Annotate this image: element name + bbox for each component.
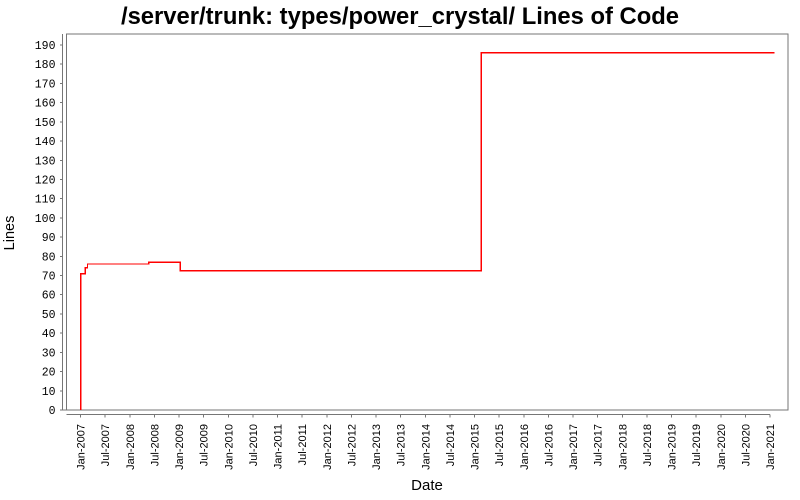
svg-text:80: 80 [42, 251, 56, 264]
svg-text:Jul-2019: Jul-2019 [691, 424, 703, 466]
svg-text:Jan-2008: Jan-2008 [125, 424, 137, 470]
svg-text:Jul-2018: Jul-2018 [642, 424, 654, 466]
svg-text:70: 70 [42, 271, 56, 284]
svg-text:110: 110 [35, 194, 56, 207]
svg-text:Jul-2015: Jul-2015 [494, 424, 506, 466]
svg-text:Jan-2016: Jan-2016 [519, 424, 531, 470]
svg-text:Jan-2017: Jan-2017 [568, 424, 580, 470]
svg-text:Lines: Lines [2, 216, 18, 251]
svg-text:10: 10 [42, 386, 56, 399]
svg-text:Jul-2014: Jul-2014 [445, 424, 457, 466]
svg-text:0: 0 [49, 405, 56, 418]
svg-text:30: 30 [42, 347, 56, 360]
svg-text:Jan-2009: Jan-2009 [174, 424, 186, 470]
svg-text:Jul-2009: Jul-2009 [199, 424, 211, 466]
svg-text:20: 20 [42, 367, 56, 380]
svg-text:Jul-2016: Jul-2016 [543, 424, 555, 466]
svg-text:60: 60 [42, 290, 56, 303]
svg-text:Jul-2012: Jul-2012 [346, 424, 358, 466]
svg-text:Jul-2011: Jul-2011 [297, 424, 309, 465]
svg-text:/server/trunk: types/power_cry: /server/trunk: types/power_crystal/ Line… [121, 3, 679, 30]
svg-text:Jan-2020: Jan-2020 [716, 424, 728, 470]
svg-text:140: 140 [35, 136, 56, 149]
svg-text:Jan-2019: Jan-2019 [667, 424, 679, 470]
svg-text:Jan-2011: Jan-2011 [273, 424, 285, 469]
svg-text:150: 150 [35, 117, 56, 130]
svg-text:Jan-2015: Jan-2015 [470, 424, 482, 470]
svg-text:Jul-2020: Jul-2020 [740, 424, 752, 466]
svg-text:Jul-2010: Jul-2010 [248, 424, 260, 466]
svg-text:Jul-2007: Jul-2007 [100, 424, 112, 466]
svg-text:40: 40 [42, 328, 56, 341]
svg-text:50: 50 [42, 309, 56, 322]
svg-text:Jul-2008: Jul-2008 [149, 424, 161, 466]
svg-text:90: 90 [42, 232, 56, 245]
svg-text:190: 190 [35, 40, 56, 53]
svg-text:Jan-2007: Jan-2007 [76, 424, 88, 470]
svg-text:Jan-2021: Jan-2021 [765, 424, 777, 470]
svg-text:Jan-2018: Jan-2018 [617, 424, 629, 470]
svg-text:Jan-2012: Jan-2012 [322, 424, 334, 470]
svg-text:Jul-2013: Jul-2013 [396, 424, 408, 466]
svg-text:170: 170 [35, 78, 56, 91]
svg-text:Jul-2017: Jul-2017 [593, 424, 605, 466]
svg-text:100: 100 [35, 213, 56, 226]
svg-text:Date: Date [411, 477, 443, 494]
svg-text:Jan-2014: Jan-2014 [420, 424, 432, 470]
svg-text:180: 180 [35, 59, 56, 72]
svg-text:130: 130 [35, 155, 56, 168]
svg-text:120: 120 [35, 174, 56, 187]
svg-text:Jan-2010: Jan-2010 [223, 424, 235, 470]
svg-text:Jan-2013: Jan-2013 [371, 424, 383, 470]
svg-text:160: 160 [35, 98, 56, 111]
